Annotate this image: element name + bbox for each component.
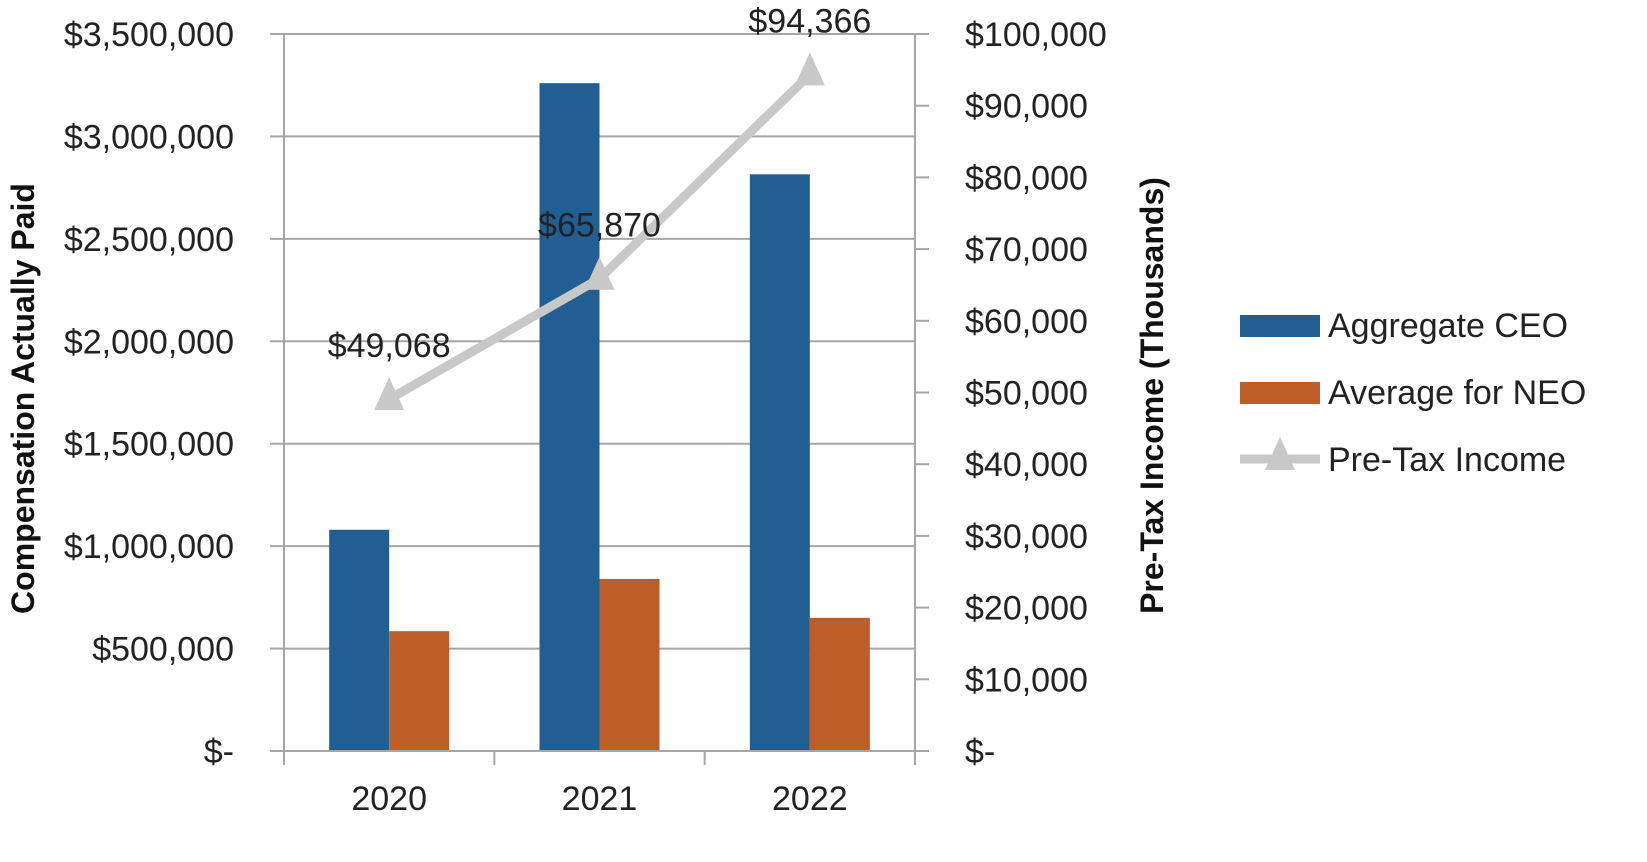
bar-aggregate-ceo-2020 xyxy=(329,529,390,751)
y-left-tick-label: $3,000,000 xyxy=(64,118,234,156)
y-right-tick-label: $50,000 xyxy=(965,375,1088,413)
y-right-tick-label: $40,000 xyxy=(965,446,1088,484)
legend-item-average-for-neo[interactable]: Average for NEO xyxy=(1240,374,1586,412)
x-tick-label: 2020 xyxy=(351,780,427,818)
line-marker-2021 xyxy=(584,256,615,290)
y-left-tick-label: $- xyxy=(204,733,234,771)
legend[interactable]: Aggregate CEO Average for NEO Pre-Tax Inco… xyxy=(1240,307,1586,479)
y-right-tick-label: $30,000 xyxy=(965,518,1088,556)
y-right-tick-label: $80,000 xyxy=(965,159,1088,197)
legend-label: Pre-Tax Income xyxy=(1328,441,1566,479)
y-left-tick-label: $3,500,000 xyxy=(64,16,234,54)
y-right-tick-label: $10,000 xyxy=(965,661,1088,699)
bar-average-for-neo-2022 xyxy=(809,617,870,751)
y-right-tick-label: $70,000 xyxy=(965,231,1088,269)
bar-aggregate-ceo-2022 xyxy=(749,174,810,751)
axes: $- $500,000 $1,000,000 $1,500,000 $2,000,000… xyxy=(5,16,1170,818)
legend-label: Average for NEO xyxy=(1328,374,1586,412)
legend-item-pre-tax-income[interactable]: Pre-Tax Income xyxy=(1240,437,1566,479)
y-right-axis-title: Pre-Tax Income (Thousands) xyxy=(1134,177,1170,614)
y-left-tick-label: $500,000 xyxy=(92,631,234,669)
y-right-tick-label: $- xyxy=(965,733,995,771)
line-marker-2022 xyxy=(794,52,825,86)
legend-label: Aggregate CEO xyxy=(1328,307,1568,345)
line-marker-2020 xyxy=(374,377,405,411)
y-left-tick-label: $2,500,000 xyxy=(64,221,234,259)
pre-tax-income-line xyxy=(374,52,825,411)
x-tick-label: 2022 xyxy=(772,780,848,818)
x-tick-label: 2021 xyxy=(562,780,638,818)
y-left-axis-title: Compensation Actually Paid xyxy=(5,183,41,614)
data-label-2022: $94,366 xyxy=(748,2,871,40)
y-left-tick-label: $1,500,000 xyxy=(64,426,234,464)
data-label-2020: $49,068 xyxy=(328,327,451,365)
bar-average-for-neo-2021 xyxy=(599,578,660,751)
y-left-tick-label: $2,000,000 xyxy=(64,323,234,361)
y-right-tick-label: $60,000 xyxy=(965,303,1088,341)
bars xyxy=(329,83,870,751)
bar-average-for-neo-2020 xyxy=(389,631,450,751)
y-right-tick-label: $100,000 xyxy=(965,16,1107,54)
bar-aggregate-ceo-2021 xyxy=(539,83,600,751)
legend-swatch xyxy=(1240,382,1320,404)
data-labels: $49,068 $65,870 $94,366 xyxy=(328,2,872,365)
y-right-tick-label: $90,000 xyxy=(965,88,1088,126)
y-right-tick-label: $20,000 xyxy=(965,590,1088,628)
legend-item-aggregate-ceo[interactable]: Aggregate CEO xyxy=(1240,307,1568,345)
y-left-tick-label: $1,000,000 xyxy=(64,528,234,566)
data-label-2021: $65,870 xyxy=(538,207,661,245)
legend-swatch xyxy=(1240,315,1320,337)
legend-marker xyxy=(1265,437,1295,470)
